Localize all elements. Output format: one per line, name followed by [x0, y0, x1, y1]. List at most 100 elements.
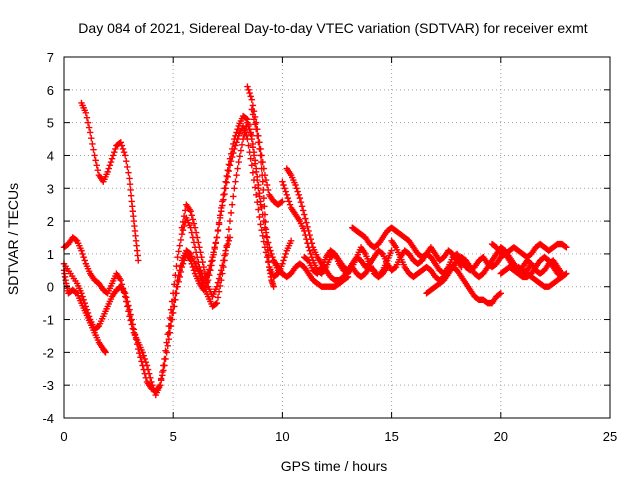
data-point: [242, 127, 249, 135]
data-point: [189, 216, 197, 223]
data-point: [562, 271, 569, 278]
x-tick-label: 15: [384, 429, 398, 444]
data-point: [302, 215, 309, 222]
data-point: [249, 169, 257, 176]
data-point: [281, 185, 288, 192]
data-point: [208, 258, 215, 265]
data-point: [165, 329, 173, 336]
data-point: [214, 226, 222, 234]
data-point: [279, 260, 286, 267]
data-point: [281, 253, 288, 261]
data-point: [81, 257, 88, 264]
data-point: [112, 145, 119, 153]
data-point: [307, 235, 314, 243]
data-point: [142, 359, 150, 366]
data-point: [225, 167, 233, 175]
data-point: [180, 212, 188, 220]
x-tick-label: 20: [494, 429, 508, 444]
data-point: [211, 244, 218, 251]
data-point: [85, 124, 93, 131]
y-axis-label: SDTVAR / TECUs: [5, 183, 21, 295]
data-point: [198, 253, 205, 261]
data-point: [558, 273, 566, 281]
data-point: [262, 176, 270, 184]
data-point: [255, 206, 262, 213]
data-point: [166, 322, 174, 330]
data-point: [255, 139, 262, 146]
data-point: [262, 218, 269, 226]
data-point: [308, 253, 316, 261]
y-tick-label: -3: [42, 378, 54, 393]
data-point: [249, 111, 257, 118]
data-point: [215, 219, 223, 226]
data-point: [224, 240, 231, 248]
data-point: [173, 283, 180, 290]
data-point: [224, 167, 231, 174]
data-point: [226, 162, 234, 169]
data-point: [119, 145, 127, 153]
data-point: [126, 175, 133, 182]
data-point: [248, 132, 256, 139]
data-point: [178, 224, 186, 231]
data-point: [285, 198, 293, 205]
data-point: [562, 243, 569, 250]
data-point: [200, 263, 207, 271]
data-point: [92, 157, 99, 164]
data-point: [226, 234, 234, 241]
data-point: [125, 169, 132, 176]
data-point: [143, 362, 151, 369]
data-point: [278, 199, 285, 206]
data-point: [212, 239, 219, 246]
data-point: [306, 247, 313, 254]
data-point: [251, 121, 259, 128]
data-point: [234, 126, 241, 133]
data-point: [177, 236, 185, 244]
data-point: [182, 207, 189, 214]
data-point: [106, 162, 114, 169]
data-point: [226, 217, 234, 225]
data-point: [94, 323, 102, 331]
data-point: [497, 290, 504, 297]
data-point: [231, 135, 238, 143]
series-sat-d: [60, 267, 109, 356]
data-point: [212, 300, 219, 308]
data-point: [238, 141, 246, 148]
axis-ticks: 0 5 10 15 20 25 -4 -3 -2 -1 0 1 2 3 4 5 6 7: [42, 50, 617, 444]
data-point: [79, 250, 86, 258]
data-point: [279, 198, 286, 205]
data-point: [293, 185, 300, 192]
data-point: [72, 289, 80, 296]
data-point: [126, 313, 133, 320]
data-point: [305, 227, 312, 235]
data-point: [245, 142, 252, 149]
data-point: [83, 114, 91, 121]
data-point: [254, 199, 261, 206]
data-point: [214, 279, 222, 286]
data-point: [270, 283, 277, 290]
data-point: [252, 191, 260, 199]
data-point: [198, 276, 205, 284]
data-point: [176, 267, 183, 274]
data-point: [199, 280, 206, 287]
data-point: [175, 272, 182, 279]
data-point: [160, 362, 167, 369]
data-point: [259, 232, 266, 240]
series-sat-h: [248, 106, 277, 290]
data-points: [60, 83, 570, 399]
data-point: [175, 248, 182, 255]
data-point: [261, 203, 268, 210]
data-point: [246, 89, 253, 97]
data-point: [258, 165, 265, 172]
data-point: [378, 249, 385, 257]
data-point: [140, 352, 147, 359]
data-point: [262, 226, 270, 233]
chart-title: Day 084 of 2021, Sidereal Day-to-day VTE…: [78, 20, 587, 36]
data-point: [391, 264, 399, 272]
data-point: [167, 316, 175, 323]
data-point: [286, 201, 294, 208]
data-point: [268, 250, 275, 258]
data-point: [189, 263, 197, 271]
series-sat-l: [301, 244, 395, 281]
data-point: [496, 290, 503, 298]
